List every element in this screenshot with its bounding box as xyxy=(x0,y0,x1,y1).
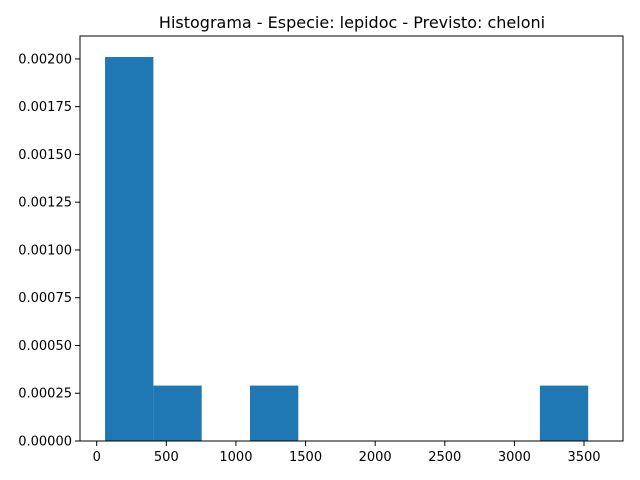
y-tick-label-5: 0.00125 xyxy=(18,196,72,211)
y-tick-label-3: 0.00075 xyxy=(18,291,72,306)
x-tick-label-2: 1000 xyxy=(219,450,252,465)
histogram-bar-3 xyxy=(250,385,299,441)
x-tick-label-1: 500 xyxy=(154,450,179,465)
histogram-bar-9 xyxy=(539,385,589,441)
x-tick-label-3: 1500 xyxy=(289,450,322,465)
y-axis: 0.00000 0.00025 0.00050 0.00075 0.00100 0.001… xyxy=(18,52,80,450)
y-tick-label-2: 0.00050 xyxy=(18,339,72,354)
x-axis: 0 500 1000 1500 2000 2500 3000 3500 xyxy=(93,441,601,465)
x-tick-label-4: 2000 xyxy=(359,450,392,465)
plot-frame xyxy=(79,35,624,442)
chart-title: Histograma - Especie: lepidoc - Previsto… xyxy=(159,13,545,32)
x-tick-label-5: 2500 xyxy=(428,450,461,465)
y-tick-label-6: 0.00150 xyxy=(18,148,72,163)
x-tick-label-6: 3000 xyxy=(498,450,531,465)
y-tick-label-4: 0.00100 xyxy=(18,243,72,258)
y-tick-label-1: 0.00025 xyxy=(18,387,72,402)
y-tick-label-8: 0.00200 xyxy=(18,52,72,67)
y-tick-label-0: 0.00000 xyxy=(18,435,72,450)
histogram-bar-0 xyxy=(105,57,154,441)
x-tick-label-7: 3500 xyxy=(567,450,600,465)
bars-group xyxy=(105,57,589,441)
x-tick-label-0: 0 xyxy=(93,450,101,465)
y-tick-label-7: 0.00175 xyxy=(18,100,72,115)
histogram-bar-1 xyxy=(153,385,202,441)
